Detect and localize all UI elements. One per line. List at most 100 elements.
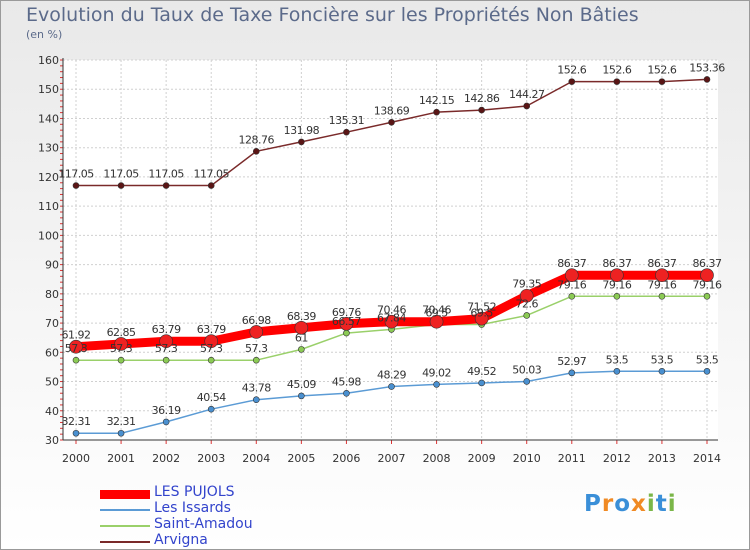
- data-point-saint-amadou: [298, 346, 305, 353]
- data-point-les-pujols: [204, 334, 219, 349]
- data-point-saint-amadou: [72, 356, 80, 364]
- y-tick-label: 130: [38, 142, 59, 155]
- data-label-les-pujols: 63.79: [152, 323, 181, 336]
- data-label-saint-amadou: 67.84: [377, 311, 406, 324]
- x-tick-label: 2013: [648, 452, 676, 465]
- data-label-arvigna: 131.98: [284, 124, 320, 137]
- data-label-les-pujols: 63.79: [197, 323, 226, 336]
- data-label-saint-amadou: 57.3: [110, 342, 133, 355]
- data-label-saint-amadou: 79.16: [647, 278, 676, 291]
- data-label-les-issards: 45.09: [287, 378, 316, 391]
- x-tick-label: 2002: [152, 452, 180, 465]
- data-label-les-pujols: 70.46: [422, 304, 451, 317]
- data-point-les-issards: [478, 379, 485, 387]
- data-point-saint-amadou: [207, 356, 215, 364]
- legend-label-arvigna: Arvigna: [154, 532, 208, 548]
- data-label-les-pujols: 86.37: [557, 257, 586, 270]
- data-point-saint-amadou: [252, 356, 260, 364]
- x-tick-label: 2003: [197, 452, 225, 465]
- data-point-les-issards: [72, 429, 80, 437]
- data-point-les-pujols: [339, 316, 354, 331]
- logo-letter: o: [614, 491, 632, 517]
- y-tick-label: 80: [45, 288, 59, 301]
- data-point-les-issards: [162, 418, 170, 426]
- x-tick-label: 2014: [693, 452, 721, 465]
- data-label-les-issards: 49.52: [467, 365, 496, 378]
- y-tick-label: 120: [38, 171, 59, 184]
- chart-title: Evolution du Taux de Taxe Foncière sur l…: [26, 4, 639, 26]
- x-tick-label: 2012: [603, 452, 631, 465]
- data-point-saint-amadou: [117, 356, 125, 364]
- data-point-arvigna: [613, 78, 621, 85]
- data-point-arvigna: [343, 128, 350, 136]
- y-tick-label: 40: [45, 405, 59, 418]
- data-point-les-pujols: [429, 314, 444, 329]
- data-point-les-issards: [207, 405, 215, 413]
- data-label-arvigna: 117.05: [103, 168, 139, 181]
- data-point-arvigna: [703, 76, 711, 83]
- data-point-les-issards: [523, 378, 531, 385]
- legend-swatch-saint-amadou: [100, 525, 150, 527]
- data-point-saint-amadou: [613, 293, 621, 300]
- data-label-les-issards: 49.02: [422, 366, 451, 379]
- data-label-saint-amadou: 57.3: [155, 342, 178, 355]
- data-label-les-pujols: 66.98: [242, 314, 271, 327]
- data-point-arvigna: [117, 182, 125, 189]
- data-point-arvigna: [433, 108, 440, 116]
- data-point-saint-amadou: [343, 329, 350, 337]
- data-label-les-issards: 43.78: [242, 382, 271, 395]
- data-label-arvigna: 117.05: [148, 168, 184, 181]
- data-label-les-issards: 32.31: [107, 415, 136, 428]
- data-label-arvigna: 152.6: [647, 64, 676, 77]
- data-point-arvigna: [298, 138, 305, 146]
- x-tick-label: 2006: [332, 452, 360, 465]
- x-tick-label: 2008: [423, 452, 451, 465]
- data-point-les-pujols: [700, 268, 714, 283]
- data-label-les-pujols: 70.46: [377, 304, 406, 317]
- data-point-arvigna: [252, 148, 260, 155]
- data-label-les-pujols: 71.52: [467, 301, 496, 314]
- data-point-arvigna: [72, 182, 80, 189]
- logo-letter: t: [655, 491, 668, 517]
- logo-letter: P: [584, 491, 602, 517]
- data-label-les-pujols: 86.37: [602, 257, 631, 270]
- data-point-les-pujols: [610, 268, 624, 283]
- data-label-les-pujols: 86.37: [693, 257, 722, 270]
- legend-label-les-pujols: LES PUJOLS: [154, 484, 235, 500]
- data-point-les-issards: [703, 368, 711, 375]
- x-tick-label: 2000: [62, 452, 90, 465]
- data-point-les-issards: [298, 392, 305, 400]
- data-point-arvigna: [162, 182, 170, 189]
- data-label-les-pujols: 68.39: [287, 310, 316, 323]
- data-point-les-issards: [117, 429, 125, 437]
- y-tick-label: 50: [45, 376, 59, 389]
- data-label-les-issards: 53.5: [606, 353, 629, 366]
- data-point-les-pujols: [655, 268, 669, 283]
- data-label-saint-amadou: 57.3: [245, 342, 268, 355]
- data-label-saint-amadou: 57.3: [65, 342, 88, 355]
- x-tick-label: 2004: [242, 452, 270, 465]
- data-label-les-issards: 52.97: [557, 355, 586, 368]
- y-tick-label: 150: [38, 83, 59, 96]
- data-label-les-pujols: 79.35: [512, 278, 541, 291]
- data-point-les-pujols: [384, 314, 399, 329]
- data-point-les-pujols: [114, 337, 128, 351]
- data-label-arvigna: 152.6: [602, 64, 631, 77]
- data-label-arvigna: 138.69: [374, 104, 410, 117]
- y-tick-label: 110: [38, 200, 59, 213]
- data-point-les-issards: [613, 368, 621, 375]
- data-label-les-issards: 53.5: [696, 353, 719, 366]
- y-tick-label: 30: [45, 434, 59, 447]
- data-point-saint-amadou: [162, 356, 170, 364]
- logo-letter: x: [631, 491, 647, 517]
- x-tick-label: 2011: [558, 452, 586, 465]
- y-tick-label: 160: [38, 54, 59, 67]
- legend-swatch-les-pujols: [100, 490, 150, 499]
- data-label-les-pujols: 69.76: [332, 306, 361, 319]
- x-tick-label: 2001: [107, 452, 135, 465]
- data-label-saint-amadou: 79.16: [602, 278, 631, 291]
- data-label-saint-amadou: 57.3: [200, 342, 223, 355]
- logo-letter: i: [646, 491, 656, 517]
- data-point-les-pujols: [294, 320, 309, 335]
